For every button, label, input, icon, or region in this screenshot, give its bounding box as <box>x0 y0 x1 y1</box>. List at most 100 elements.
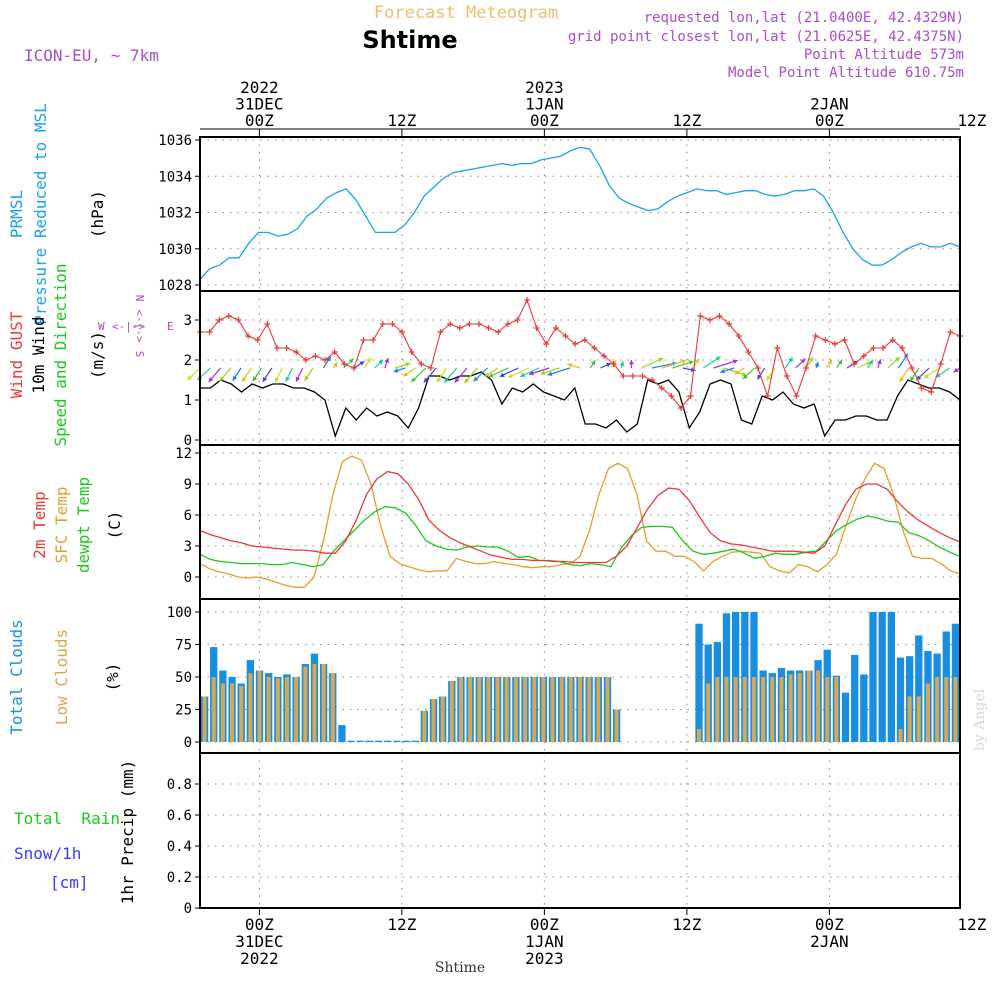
low-clouds-bar <box>806 670 811 742</box>
wind-arrow-head <box>508 373 514 378</box>
low-clouds-bar <box>568 677 573 742</box>
wind-gust-marker <box>206 329 213 335</box>
wind-gust-marker <box>514 317 521 323</box>
panel-label-pressure: Pressure Reduced to MSL <box>31 103 50 325</box>
wind-gust-marker <box>668 393 675 399</box>
x-tick-label-top: 12Z <box>387 111 416 130</box>
wind-gust-marker <box>293 349 300 355</box>
low-clouds-bar <box>706 683 711 742</box>
temp-2m-line <box>199 470 961 564</box>
low-clouds-bar <box>761 677 766 742</box>
wind-gust-marker <box>370 337 377 343</box>
y-tick-label: 25 <box>175 703 192 719</box>
wind-gust-line <box>200 298 961 409</box>
wind-arrow-head <box>681 359 687 364</box>
y-tick-label: 0 <box>184 735 192 751</box>
wind-gust-marker <box>331 349 338 355</box>
wind-gust-marker <box>726 321 733 327</box>
wind-gust-marker <box>947 329 954 335</box>
wind-gust-marker <box>399 329 406 335</box>
wind-arrow-head <box>865 361 871 366</box>
total-clouds-bar <box>878 612 886 742</box>
wind-gust-marker <box>889 337 896 343</box>
panel-label-temp: (C) <box>105 511 124 540</box>
wind-arrow-head <box>808 357 814 363</box>
x-tick-label-top: 2JAN <box>810 95 849 114</box>
wind-arrow-head <box>499 372 505 377</box>
point-altitude: Point Altitude 573m <box>804 47 964 63</box>
wind-arrow-head <box>720 368 726 374</box>
y-tick-label: 0 <box>184 570 192 586</box>
wind-arrow-head <box>262 376 268 382</box>
low-clouds-bar <box>742 677 747 742</box>
low-clouds-bar <box>953 677 958 742</box>
total-clouds-bar <box>896 657 905 742</box>
total-clouds-bar <box>347 740 355 742</box>
wind-gust-marker <box>302 357 309 363</box>
x-tick-label-top: 12Z <box>957 111 986 130</box>
wind-gust-marker <box>620 373 627 379</box>
wind-arrow-head <box>540 370 546 376</box>
low-clouds-bar <box>468 677 473 742</box>
total-clouds-bar <box>860 674 868 742</box>
wind-arrow-head <box>484 372 490 377</box>
low-clouds-bar <box>697 729 702 742</box>
y-tick-label: 6 <box>184 508 192 524</box>
x-tick-label-top: 2023 <box>525 78 564 97</box>
wind-gust-marker <box>697 313 704 319</box>
low-clouds-bar <box>449 680 454 742</box>
axes: 1028103010321034103601230369120255075100… <box>158 78 986 968</box>
total-clouds-bar <box>338 725 346 742</box>
compass-arrows-h: <-|-> <box>112 320 145 333</box>
wind-gust-marker <box>706 317 713 323</box>
gridpoint-coords: grid point closest lon,lat (21.0625E, 42… <box>568 29 964 45</box>
x-tick-label-top: 00Z <box>530 111 559 130</box>
wind-gust-marker <box>754 365 761 371</box>
wind-gust-marker <box>687 393 694 399</box>
precip-rain-label: Total Rain <box>14 809 120 828</box>
wind-arrow-head <box>304 375 310 381</box>
low-clouds-bar <box>788 674 793 742</box>
low-clouds-bar <box>495 677 500 742</box>
wind-arrow-head <box>366 357 372 363</box>
wind-arrow-head <box>894 356 900 362</box>
low-clouds-bar <box>257 670 262 742</box>
x-tick-label-bottom: 12Z <box>672 915 701 934</box>
total-clouds-bar <box>393 740 401 742</box>
wind-gust-marker <box>389 321 396 327</box>
wind-arrow-head <box>732 359 738 364</box>
wind-arrow-head <box>411 377 417 382</box>
y-tick-label: 0.8 <box>167 777 192 793</box>
low-clouds-bar <box>431 699 436 742</box>
panel-label-temp: dewpt Temp <box>74 477 93 573</box>
wind-arrow-head <box>219 376 225 382</box>
wind-arrow-head <box>348 358 354 364</box>
wind-arrow-head <box>252 376 258 382</box>
wind-gust-marker <box>360 337 367 343</box>
y-tick-label: 1 <box>184 393 192 409</box>
x-tick-label-top: 1JAN <box>525 95 564 114</box>
total-clouds-bar <box>402 740 410 742</box>
wind-gust-marker <box>245 333 252 339</box>
wind-arrow-head <box>520 372 526 377</box>
low-clouds-bar <box>907 696 912 742</box>
low-clouds-bar <box>944 677 949 742</box>
wind-arrow-head <box>403 371 409 377</box>
total-clouds-bar <box>411 740 419 742</box>
wind-arrow-head <box>436 377 442 383</box>
low-clouds-bar <box>248 673 253 742</box>
wind-gust-marker <box>273 345 280 351</box>
y-tick-label: 1028 <box>158 278 192 294</box>
model-label: ICON-EU, ~ 7km <box>24 46 159 65</box>
wind-gust-marker <box>793 393 800 399</box>
wind-gust-marker <box>918 385 925 391</box>
wind-arrow-head <box>473 376 479 382</box>
x-tick-label-bottom: 12Z <box>957 915 986 934</box>
y-tick-label: 12 <box>175 446 192 462</box>
wind-arrow-head <box>208 377 214 382</box>
wind-gust-marker <box>254 337 261 343</box>
wind-gust-marker <box>466 321 473 327</box>
low-clouds-bar <box>779 677 784 742</box>
total-clouds-bar <box>695 623 703 742</box>
wind-gust-marker <box>408 349 415 355</box>
